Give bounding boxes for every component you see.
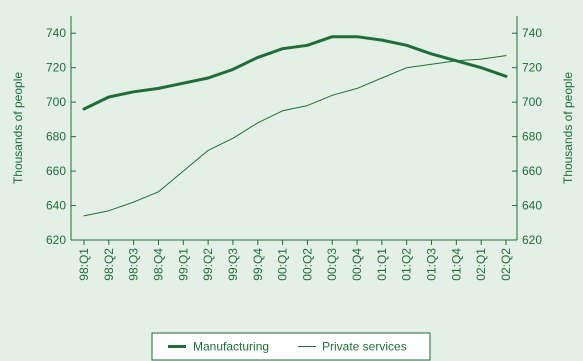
y-tick-label-left: 700 [46,95,66,109]
y-tick-label-right: 680 [522,130,542,144]
x-tick-label: 98:Q4 [151,248,165,281]
x-tick-label: 01:Q2 [400,248,414,281]
x-tick-label: 02:Q2 [499,248,513,281]
y-tick-label-right: 660 [522,164,542,178]
y-tick-label-right: 620 [522,233,542,247]
x-tick-label: 02:Q1 [474,248,488,281]
legend-box [151,332,431,361]
y-tick-label-right: 720 [522,61,542,75]
legend-label-private-services: Private services [322,340,407,354]
legend: Manufacturing Private services [151,332,431,361]
x-tick-label: 99:Q1 [176,248,190,281]
axes: 620 620 640 640 660 660 680 680 700 700 720 720 740 7… [11,16,575,281]
x-tick-label: 01:Q4 [449,248,463,281]
y-axis-title-right: Thousands of people [561,72,575,184]
y-tick-label-left: 640 [46,199,66,213]
x-tick-label: 99:Q4 [251,248,265,281]
series-line-manufacturing [82,35,508,111]
x-tick-label: 00:Q2 [300,248,314,281]
x-tick-label: 98:Q1 [77,248,91,281]
y-tick-label-right: 640 [522,199,542,213]
x-tick-label: 00:Q1 [276,248,290,281]
y-tick-label-left: 660 [46,164,66,178]
y-tick-label-left: 720 [46,61,66,75]
x-tick-label: 00:Q4 [350,248,364,281]
x-tick-label: 98:Q3 [127,248,141,281]
y-tick-label-right: 700 [522,95,542,109]
y-axis-title-left: Thousands of people [11,72,25,184]
x-tick-label: 00:Q3 [325,248,339,281]
y-tick-label-left: 620 [46,233,66,247]
legend-label-manufacturing: Manufacturing [193,340,269,354]
y-tick-label-left: 740 [46,26,66,40]
x-tick-label: 01:Q1 [375,248,389,281]
x-tick-label: 98:Q2 [102,248,116,281]
x-tick-label: 01:Q3 [425,248,439,281]
series-line-private-services [83,55,507,217]
x-tick-label: 99:Q2 [201,248,215,281]
y-tick-label-right: 740 [522,26,542,40]
x-tick-label: 99:Q3 [226,248,240,281]
series-layer [82,35,508,217]
y-tick-label-left: 680 [46,130,66,144]
